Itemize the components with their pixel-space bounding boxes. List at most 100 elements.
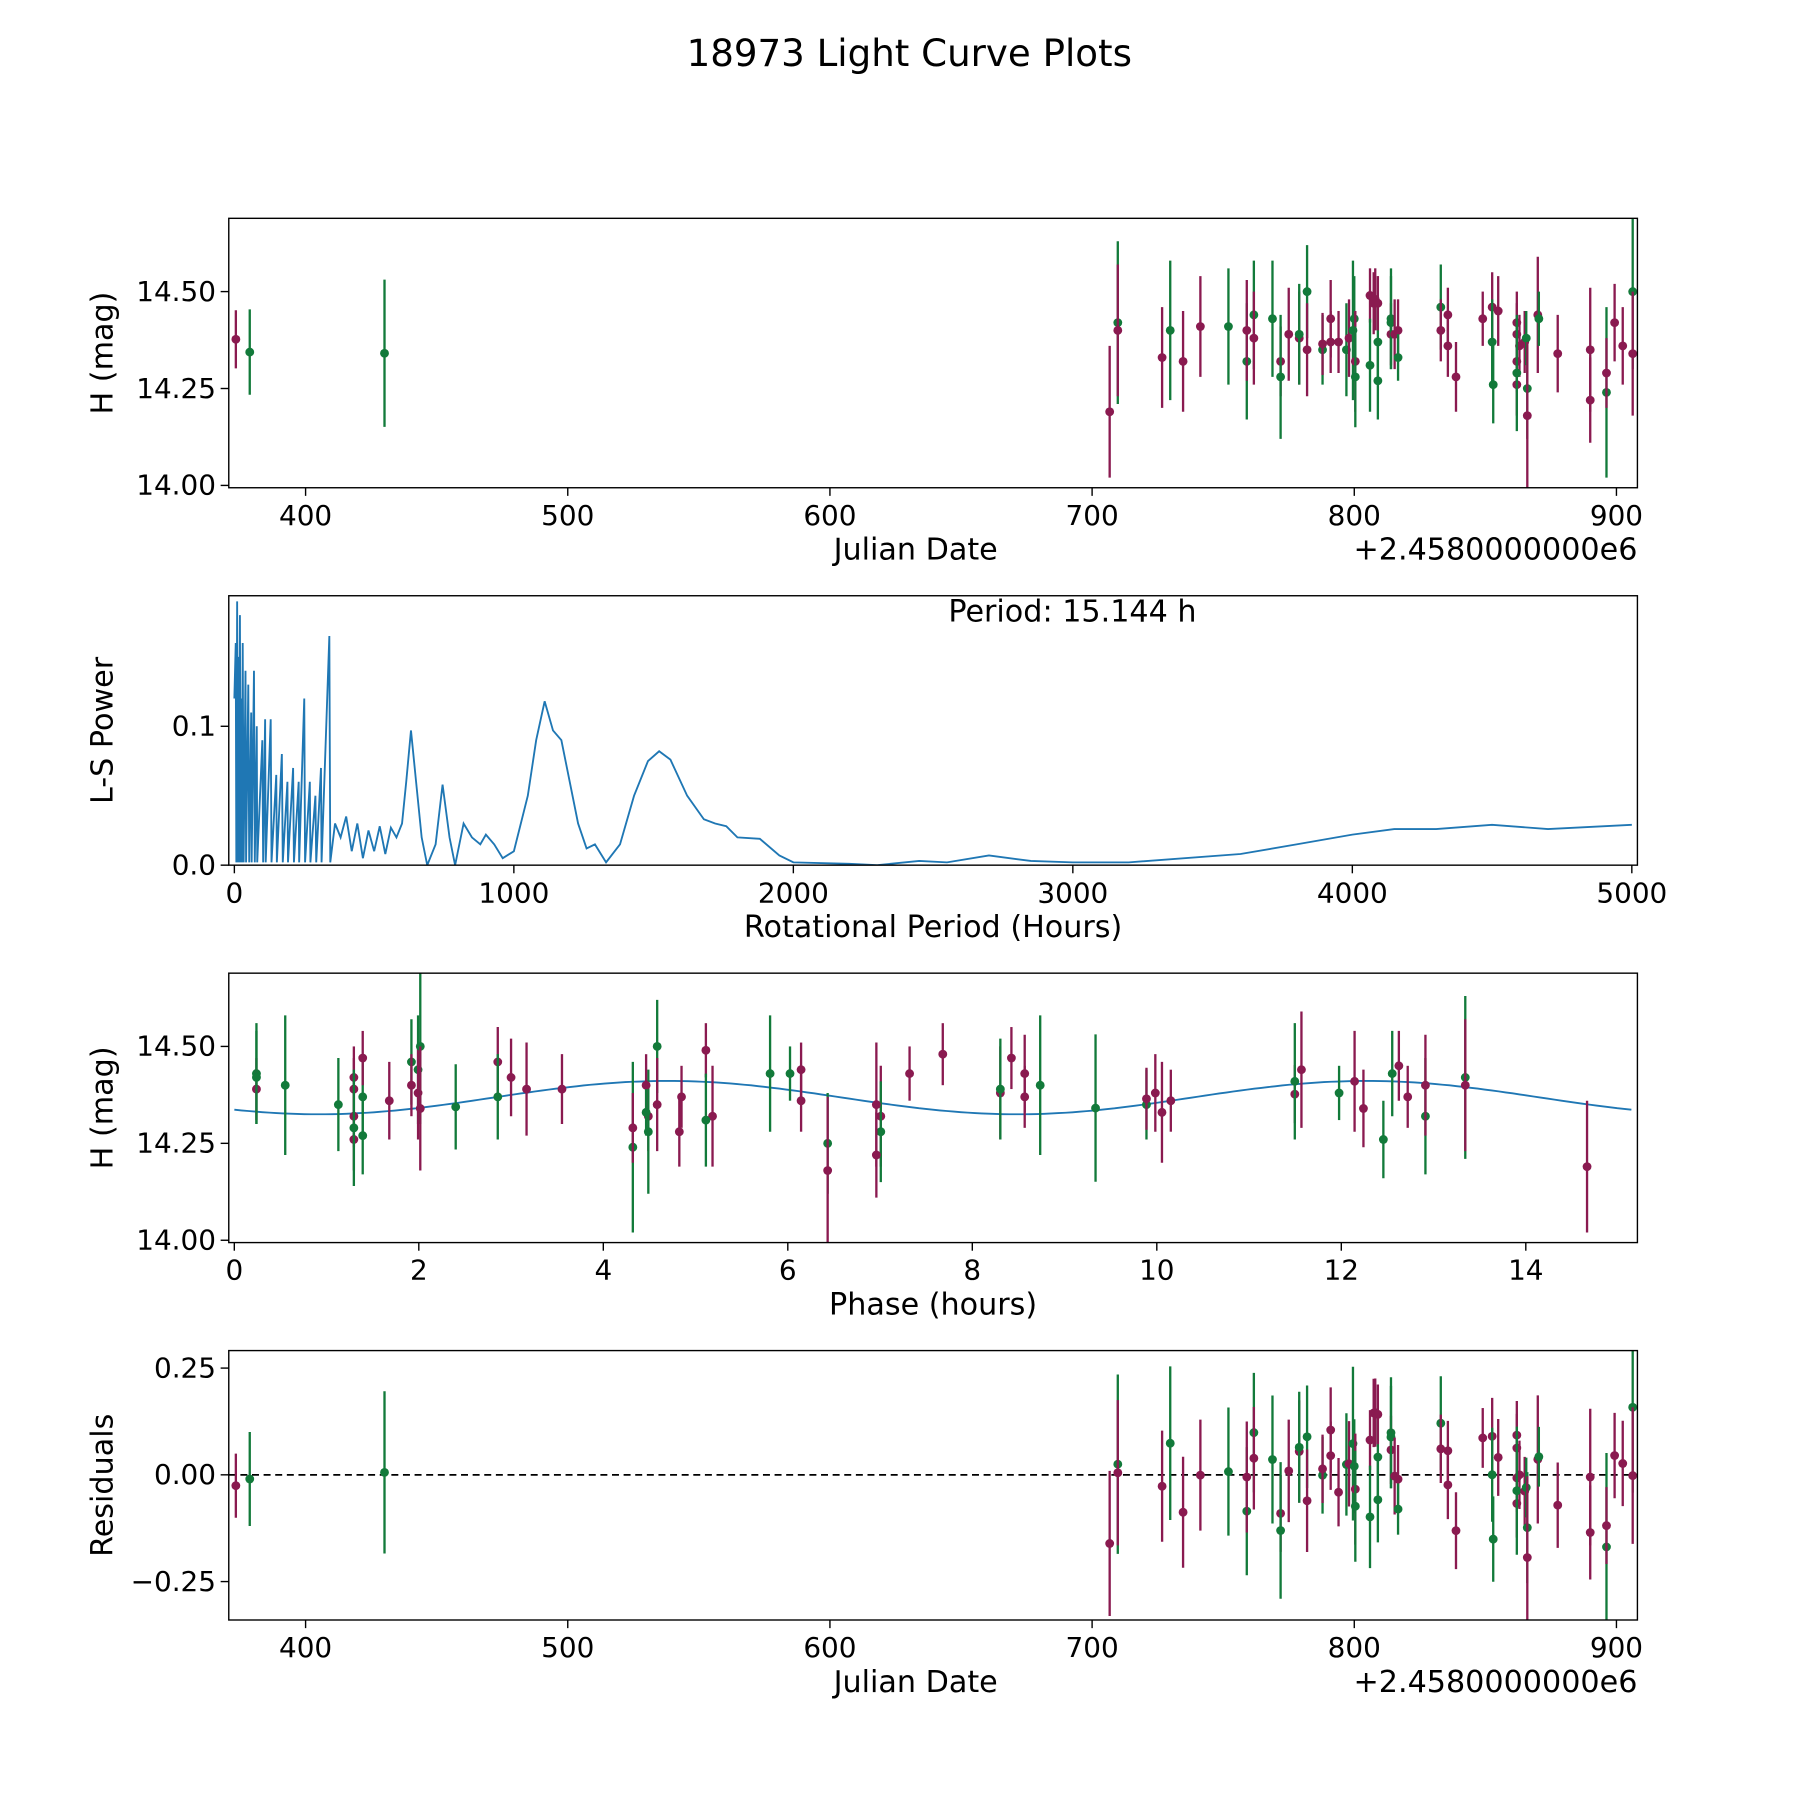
data-point [252,1030,261,1124]
data-marker [1373,1452,1383,1462]
data-point [876,1081,886,1183]
data-marker [1373,376,1383,386]
data-marker [1178,1507,1188,1517]
data-marker [1393,325,1403,335]
data-marker [1224,1467,1233,1476]
data-marker [1478,1433,1488,1443]
data-point [1582,1100,1592,1233]
data-point [765,1015,775,1132]
data-marker [1534,1452,1544,1462]
data-point [1602,338,1611,408]
y-tick-label: 14.00 [136,469,216,502]
data-marker [1150,1088,1160,1098]
data-marker [1378,1135,1388,1144]
data-point [708,1065,717,1167]
data-point [1378,1100,1388,1179]
data-point [1628,1407,1638,1544]
data-point [1284,1419,1294,1523]
data-point [1534,1426,1544,1487]
data-marker [358,1131,368,1141]
data-marker [252,1073,261,1082]
data-marker [1294,1442,1304,1452]
x-tick-label: 2 [410,1254,428,1287]
data-point [1350,1450,1360,1562]
data-marker [1610,1451,1620,1460]
data-marker [1091,1103,1100,1113]
y-tick-label: 14.25 [136,372,216,405]
data-marker [1142,1094,1151,1104]
data-marker [641,1107,651,1117]
y-tick-label: 0.0 [172,848,216,881]
data-marker [1165,325,1175,335]
data-point [1091,1034,1100,1182]
data-marker [1436,1444,1446,1454]
data-marker [876,1127,886,1137]
data-point [1493,276,1503,346]
data-marker [1113,325,1123,335]
data-point [1478,291,1488,346]
data-marker [905,1069,914,1078]
data-point [1290,1023,1300,1140]
residuals-panel: 400 500 600 700 800 900 −0.25 0.00 0.25 Julian Da… [86,1349,1643,1700]
periodogram-panel: 0 1000 2000 3000 4000 5000 0.0 0.1 Rotational Pe… [86,594,1668,945]
data-marker [1350,1501,1360,1511]
data-point [1365,1465,1375,1569]
data-marker [1421,1080,1430,1090]
data-marker [1512,1486,1522,1496]
data-marker [1242,325,1252,335]
data-marker [1373,298,1383,308]
data-point [1585,1485,1595,1580]
data-marker [1365,1435,1375,1445]
data-point [1318,1434,1327,1503]
data-marker [1344,333,1354,343]
data-marker [522,1084,531,1094]
x-tick-label: 12 [1324,1254,1359,1287]
data-marker [1585,1528,1595,1537]
data-marker [1386,318,1396,328]
data-marker [1276,1526,1286,1535]
data-marker [1157,353,1167,362]
data-marker [506,1073,516,1082]
data-marker [1326,337,1336,347]
data-point [995,1038,1005,1140]
data-point [1365,318,1375,412]
data-point [1451,341,1461,412]
data-marker [1582,1162,1592,1172]
data-marker [765,1069,775,1078]
lightcurve-panel: 400 500 600 700 800 900 14.00 14.25 14.50 Julian … [86,217,1643,568]
data-marker [995,1084,1005,1094]
data-marker [1020,1092,1030,1102]
data-marker [1284,1466,1294,1476]
data-point [1157,307,1167,408]
data-point [1394,1030,1404,1101]
y-tick-label: 14.50 [136,1030,216,1063]
data-point [1268,1395,1277,1524]
data-point [451,1064,461,1150]
data-point [1421,1034,1430,1136]
data-point [1553,1462,1563,1548]
data-marker [1302,287,1312,297]
data-marker [1365,1512,1375,1522]
x-tick-label: 5000 [1596,876,1667,909]
data-marker [1478,314,1488,324]
data-point [1166,1069,1176,1132]
data-marker [557,1084,567,1094]
data-point [1493,1418,1503,1496]
x-tick-label: 800 [1328,1631,1381,1664]
data-point [674,1096,684,1167]
x-tick-label: 10 [1139,1254,1174,1287]
data-marker [1035,1080,1045,1090]
data-point [1373,1457,1383,1543]
x-tick-label: 600 [803,1631,856,1664]
data-point [871,1112,881,1198]
data-marker [1553,1500,1563,1510]
x-tick-label: 0 [225,1254,243,1287]
data-marker [1610,318,1620,328]
x-tick-label: 900 [1590,499,1643,532]
data-point [1302,303,1312,397]
data-marker [245,347,255,357]
data-marker [1249,333,1259,343]
data-point [701,1073,711,1167]
data-point [1294,283,1304,385]
data-marker [1534,314,1544,324]
